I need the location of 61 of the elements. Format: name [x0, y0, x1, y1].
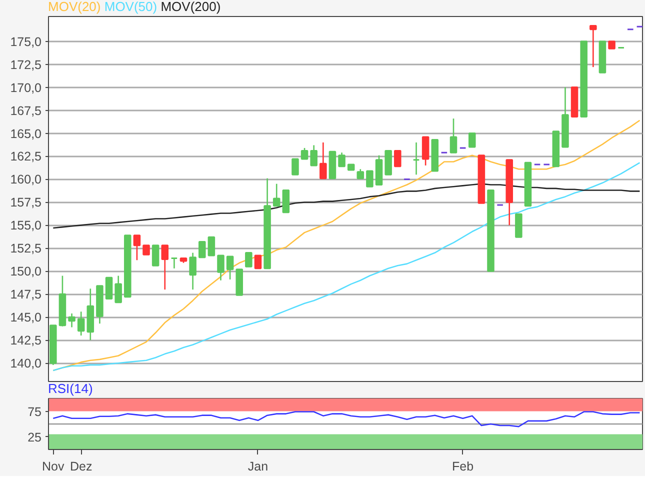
y-tick-label: 170,0	[10, 80, 42, 95]
line-series	[52, 183, 640, 229]
candlestick	[310, 144, 318, 166]
candlestick	[68, 312, 76, 328]
x-tick-label: Nov	[42, 460, 66, 474]
y-tick-label: 145,0	[10, 310, 42, 325]
y-tick-label: 160,0	[10, 172, 42, 187]
x-tick-label: Dez	[70, 460, 92, 474]
candlestick	[450, 118, 458, 154]
candlestick	[394, 150, 402, 168]
candlestick	[356, 168, 364, 180]
y-tick-label: 25	[28, 430, 42, 444]
y-tick-label: 157,5	[10, 196, 42, 210]
candlestick	[152, 244, 160, 266]
text: MOV(200)	[160, 0, 221, 14]
x-tick-label: Jan	[248, 460, 268, 474]
candlestick	[170, 258, 178, 270]
candlestick	[515, 213, 522, 238]
y-tick-label: 167,5	[10, 104, 42, 118]
candlestick	[272, 183, 280, 207]
candlestick	[133, 234, 141, 261]
candlestick	[226, 256, 234, 280]
candlestick	[590, 24, 597, 68]
candlestick	[292, 158, 299, 176]
candlestick	[198, 241, 206, 258]
y-tick-label: 175,0	[10, 34, 42, 49]
candlestick	[254, 254, 262, 270]
y-tick-label: 172,5	[10, 58, 42, 72]
y-tick-label: 162,5	[10, 150, 42, 164]
candlestick	[282, 190, 290, 214]
candlestick	[114, 275, 122, 304]
candlestick	[77, 310, 85, 336]
text: MOV(50)	[104, 0, 158, 14]
candlestick	[161, 244, 169, 290]
candlestick	[338, 152, 346, 168]
candlestick	[468, 132, 476, 148]
candlestick	[366, 170, 374, 188]
y-tick-label: 155,0	[10, 218, 42, 233]
line-series	[52, 162, 640, 372]
y-tick-label: 150,0	[10, 264, 42, 279]
y-tick-label: 140,0	[10, 356, 42, 371]
candlestick	[422, 136, 430, 166]
candlestick	[320, 142, 327, 180]
candlestick	[189, 252, 196, 290]
y-tick-label: 165,0	[10, 126, 42, 141]
candlestick	[142, 244, 150, 256]
y-tick-label: 142,5	[10, 334, 42, 348]
candlestick	[245, 252, 252, 268]
text: MOV(20)	[48, 0, 101, 14]
x-tick-label: Feb	[452, 460, 474, 474]
candlestick	[384, 150, 392, 176]
y-tick-label: 152,5	[10, 242, 42, 256]
y-tick-label: 147,5	[10, 288, 42, 302]
candlestick	[300, 147, 308, 160]
y-tick-label: 75	[28, 404, 42, 419]
line-series	[52, 411, 640, 428]
series-label: RSI(14)	[48, 381, 93, 396]
candlestick	[105, 276, 113, 300]
candlestick	[412, 142, 420, 176]
candlestick	[208, 236, 216, 256]
candlestick	[217, 254, 224, 282]
